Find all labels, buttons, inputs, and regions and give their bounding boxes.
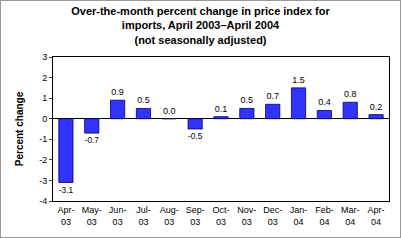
svg-text:-4: -4 [39, 196, 47, 206]
svg-text:Dec-03: Dec-03 [263, 205, 282, 227]
svg-text:Over-the-month percent change: Over-the-month percent change in price i… [71, 5, 330, 46]
svg-text:-2: -2 [39, 155, 47, 165]
svg-text:Jun-03: Jun-03 [109, 205, 127, 227]
svg-text:-3.1: -3.1 [59, 186, 74, 195]
svg-text:0.4: 0.4 [318, 97, 331, 107]
svg-text:Feb-04: Feb-04 [315, 205, 334, 227]
svg-text:-0.5: -0.5 [188, 132, 203, 141]
svg-text:Aug-03: Aug-03 [160, 205, 179, 227]
svg-text:1: 1 [42, 93, 47, 103]
svg-text:Mar-04: Mar-04 [341, 205, 360, 227]
svg-text:Jul-03: Jul-03 [136, 205, 151, 227]
svg-text:Apr-03: Apr-03 [57, 205, 74, 227]
svg-text:3: 3 [42, 52, 47, 62]
svg-text:0.1: 0.1 [215, 104, 228, 114]
svg-text:0: 0 [42, 114, 47, 124]
svg-text:0.9: 0.9 [111, 87, 124, 97]
svg-text:Apr-04: Apr-04 [368, 205, 385, 227]
svg-text:Oct-03: Oct-03 [213, 205, 230, 227]
svg-text:0.7: 0.7 [266, 91, 279, 101]
svg-text:0.2: 0.2 [370, 102, 383, 112]
svg-text:0.8: 0.8 [344, 89, 357, 99]
svg-text:0.5: 0.5 [137, 95, 150, 105]
svg-text:-0.7: -0.7 [85, 136, 100, 145]
svg-text:2: 2 [42, 73, 47, 83]
svg-text:0.5: 0.5 [241, 95, 254, 105]
svg-text:-3: -3 [39, 176, 47, 186]
svg-text:Nov-03: Nov-03 [237, 205, 256, 227]
svg-text:May-03: May-03 [82, 205, 102, 227]
svg-text:Sep-03: Sep-03 [186, 205, 205, 227]
svg-text:0.0: 0.0 [163, 106, 176, 116]
svg-text:-1: -1 [39, 134, 47, 144]
svg-text:Percent change: Percent change [14, 91, 25, 166]
svg-text:Jan-04: Jan-04 [290, 205, 308, 227]
svg-text:1.5: 1.5 [292, 75, 305, 85]
